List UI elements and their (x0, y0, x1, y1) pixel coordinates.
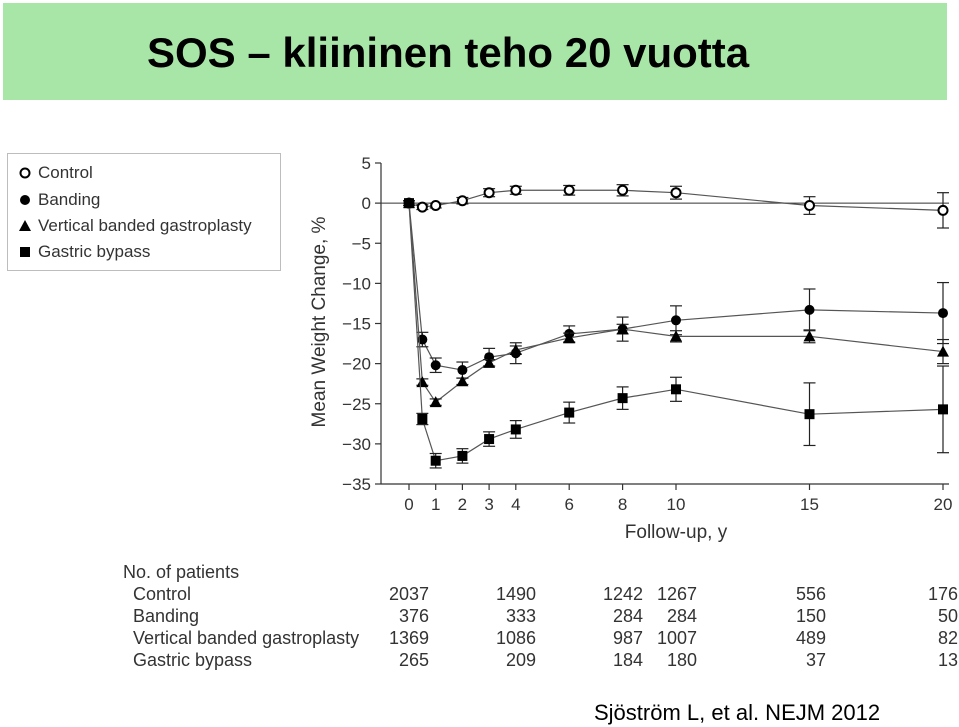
data-point (804, 200, 815, 212)
data-point (564, 407, 575, 418)
data-point (670, 187, 682, 199)
data-point (417, 413, 428, 424)
data-point (616, 323, 629, 335)
data-point (670, 330, 682, 342)
y-tick-label: 5 (362, 154, 371, 173)
x-tick-label: 20 (934, 495, 953, 514)
data-point (804, 304, 815, 315)
x-tick-label: 1 (431, 495, 440, 514)
legend-item-control: Control (18, 163, 93, 183)
legend-label-vbg: Vertical banded gastroplasty (38, 216, 252, 235)
data-point (416, 376, 429, 388)
x-axis-title: Follow-up, y (625, 522, 728, 543)
data-point (937, 204, 949, 216)
x-tick-label: 4 (511, 495, 520, 514)
data-point (671, 315, 681, 326)
x-tick-label: 2 (458, 495, 467, 514)
legend-item-banding: Banding (18, 190, 100, 210)
data-point (483, 356, 496, 368)
x-tick-label: 10 (667, 495, 686, 514)
data-point (457, 450, 468, 461)
data-point (456, 195, 468, 207)
data-point (509, 343, 522, 355)
x-tick-label: 6 (564, 495, 573, 514)
series-line (408, 203, 944, 371)
x-tick-label: 3 (484, 495, 493, 514)
chart-legend: Control Banding Vertical banded gastropl… (7, 153, 281, 271)
data-point (938, 404, 948, 415)
y-tick-label: −25 (342, 395, 371, 414)
filled-circle-icon (20, 195, 30, 205)
series-line (408, 203, 944, 404)
data-point (456, 375, 469, 387)
data-point (671, 384, 681, 395)
data-point (563, 331, 576, 343)
data-point (617, 184, 629, 196)
data-point (617, 393, 628, 404)
data-point (484, 434, 495, 445)
data-point (416, 201, 428, 213)
y-tick-label: 0 (362, 194, 371, 213)
data-point (430, 200, 442, 212)
y-tick-label: −5 (352, 234, 371, 253)
x-tick-label: 0 (404, 495, 413, 514)
slide-title: SOS – kliininen teho 20 vuotta (147, 29, 750, 76)
y-tick-label: −20 (342, 355, 371, 374)
data-point (404, 198, 414, 209)
data-point (429, 396, 442, 408)
data-point (804, 409, 815, 420)
filled-square-icon (20, 247, 30, 257)
data-point (457, 365, 468, 376)
y-tick-label: −35 (342, 475, 371, 494)
y-tick-label: −10 (342, 274, 371, 293)
data-point (938, 308, 948, 319)
data-point (937, 345, 949, 357)
data-point (430, 360, 441, 371)
triangle-icon (19, 220, 31, 231)
data-point (430, 455, 441, 466)
data-point (510, 424, 521, 435)
data-point (483, 187, 495, 199)
legend-item-vbg: Vertical banded gastroplasty (18, 216, 252, 236)
legend-label-banding: Banding (38, 190, 101, 209)
data-point (803, 330, 816, 342)
x-tick-label: 15 (800, 495, 819, 514)
legend-label-control: Control (38, 163, 93, 182)
title-bar: SOS – kliininen teho 20 vuotta (3, 3, 947, 100)
citation: Sjöström L, et al. NEJM 2012 (594, 700, 881, 725)
y-axis-title: Mean Weight Change, % (309, 216, 330, 427)
data-point (563, 184, 575, 196)
legend-item-bypass: Gastric bypass (18, 242, 150, 262)
x-tick-label: 8 (618, 495, 627, 514)
y-tick-label: −30 (342, 435, 371, 454)
open-circle-icon (19, 167, 31, 179)
legend-label-bypass: Gastric bypass (38, 242, 151, 261)
y-tick-label: −15 (342, 315, 371, 334)
data-point (510, 184, 522, 196)
